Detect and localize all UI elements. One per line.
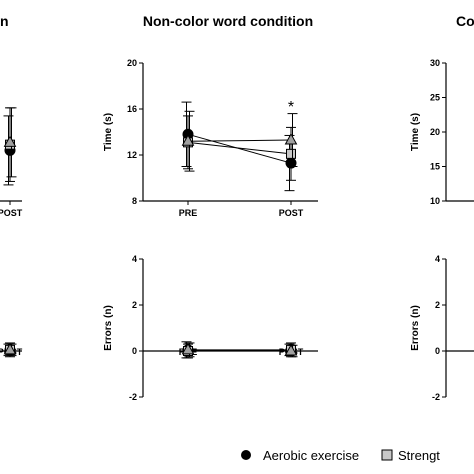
middle_errors-y-tick-label: 4 — [132, 254, 137, 264]
legend-circle-marker — [241, 450, 251, 460]
left_time-x-tick-label: POST — [0, 208, 23, 218]
legend-label-aerobic: Aerobic exercise — [263, 448, 359, 463]
right-panel-title: Co — [456, 13, 474, 29]
middle_errors-point-triangle — [284, 343, 298, 356]
middle_time-x-tick-label: POST — [279, 208, 304, 218]
right_errors-y-tick-label: 4 — [435, 254, 440, 264]
middle_time-point-triangle — [284, 133, 298, 145]
middle-panel-title: Non-color word condition — [143, 13, 313, 29]
middle_errors-y-tick-label: 2 — [132, 300, 137, 310]
right_time-y-tick-label: 10 — [430, 196, 440, 206]
middle_time-y-axis-label: Time (s) — [103, 113, 114, 151]
right_time-y-axis-label: Time (s) — [410, 113, 421, 151]
right_errors-y-tick-label: -2 — [432, 392, 440, 402]
middle_time-y-tick-label: 20 — [127, 58, 137, 68]
middle_errors-point-triangle — [181, 342, 195, 355]
right_time-y-tick-label: 20 — [430, 127, 440, 137]
legend: Aerobic exercise Strengt — [241, 448, 440, 463]
left-panel-title: n — [0, 13, 9, 29]
middle_time-x-tick-label: PRE — [179, 208, 198, 218]
left_errors-point-triangle — [3, 342, 17, 355]
right_time-y-tick-label: 25 — [430, 93, 440, 103]
legend-label-strength: Strengt — [398, 448, 440, 463]
right_time-y-tick-label: 15 — [430, 162, 440, 172]
middle_errors-series-line-triangle — [187, 349, 292, 352]
middle_time-series-line-circle — [187, 133, 292, 164]
right_time-y-tick-label: 30 — [430, 58, 440, 68]
middle_time-y-tick-label: 8 — [132, 196, 137, 206]
significance-star: * — [288, 99, 294, 116]
middle_errors-y-tick-label: -2 — [129, 392, 137, 402]
middle_time-series-line-square — [187, 141, 292, 155]
middle_errors-y-axis-label: Errors (n) — [103, 305, 114, 351]
left_time-point-triangle — [3, 135, 17, 147]
middle_time-point-square — [286, 148, 296, 159]
legend-square-marker — [381, 449, 393, 461]
middle_errors-y-tick-label: 0 — [132, 346, 137, 356]
middle_time-y-tick-label: 12 — [127, 150, 137, 160]
right_errors-y-tick-label: 0 — [435, 346, 440, 356]
middle_time-point-triangle — [181, 134, 195, 146]
middle_time-series-line-triangle — [187, 139, 292, 142]
right_errors-y-tick-label: 2 — [435, 300, 440, 310]
middle_time-y-tick-label: 16 — [127, 104, 137, 114]
right_errors-y-axis-label: Errors (n) — [410, 305, 421, 351]
